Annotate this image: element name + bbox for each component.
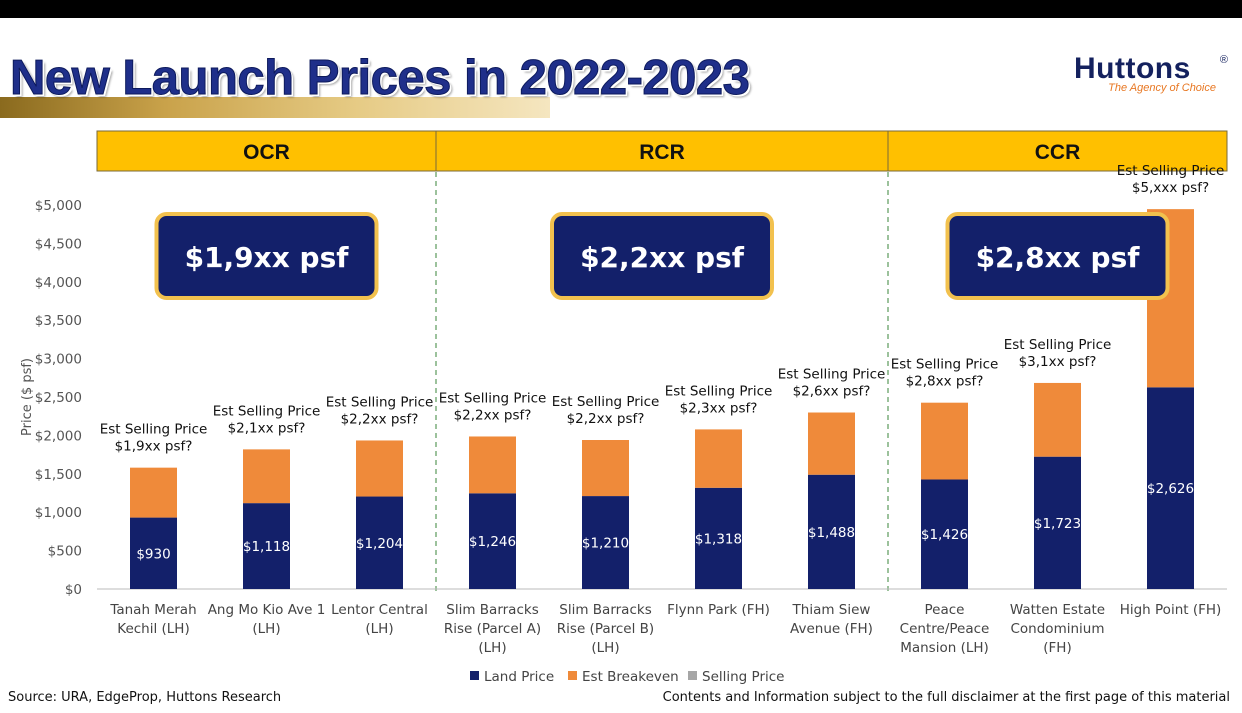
bar-est-breakeven <box>921 402 968 480</box>
avg-price-badge <box>945 212 1170 300</box>
market-segment-headers: OCR RCR CCR <box>96 130 1228 172</box>
y-tick-label: $3,000 <box>35 352 82 368</box>
y-tick-label: $1,000 <box>35 505 82 521</box>
bar-land-price <box>1147 387 1194 589</box>
bar-est-breakeven <box>356 440 403 497</box>
x-category-label: Tanah Merah Kechil (LH) <box>109 602 196 637</box>
bar-est-breakeven <box>582 440 629 497</box>
bar-value-label: $1,118 <box>243 539 290 555</box>
y-tick-label: $2,500 <box>35 390 82 406</box>
x-category-label: Peace Centre/Peace Mansion (LH) <box>900 602 990 656</box>
legend-swatch <box>568 671 577 680</box>
est-selling-price-annotation: Est Selling Price $2,2xx psf? <box>439 390 547 423</box>
brand-tagline: The Agency of Choice <box>1108 82 1216 94</box>
x-category-label: Flynn Park (FH) <box>667 602 770 618</box>
bar-value-label: $1,204 <box>356 536 403 552</box>
legend-label: Land Price <box>484 669 554 685</box>
bar-land-price <box>808 474 855 589</box>
page-title: New Launch Prices in 2022-2023 <box>9 51 750 106</box>
registered-mark: ® <box>1219 54 1228 66</box>
segment-label: OCR <box>243 141 290 164</box>
y-tick-label: $500 <box>48 544 82 560</box>
bar-land-price <box>695 487 742 589</box>
legend-swatch <box>470 671 479 680</box>
y-tick-label: $0 <box>65 582 82 598</box>
y-axis-title: Price ($ psf) <box>20 358 35 436</box>
legend: Land Price Est Breakeven Selling Price <box>470 669 784 685</box>
source-note: Source: URA, EdgeProp, Huttons Research <box>8 690 282 705</box>
x-category-label: Slim Barracks Rise (Parcel B) (LH) <box>557 602 654 656</box>
segment-label: RCR <box>639 141 685 164</box>
bar-est-breakeven <box>469 436 516 494</box>
x-axis-labels: Tanah Merah Kechil (LH) Ang Mo Kio Ave 1 (L… <box>109 602 1221 656</box>
x-category-label: High Point (FH) <box>1120 602 1222 618</box>
y-tick-label: $4,000 <box>35 275 82 291</box>
bar-value-label: $1,426 <box>921 527 968 543</box>
avg-price-value: $1,9xx psf <box>185 241 350 274</box>
bar-value-label: $1,246 <box>469 534 516 550</box>
segment-label: CCR <box>1035 141 1081 164</box>
est-selling-price-annotation: Est Selling Price $3,1xx psf? <box>1004 337 1112 370</box>
bar-land-price <box>582 496 629 589</box>
y-tick-label: $5,000 <box>35 198 82 214</box>
y-tick-label: $2,000 <box>35 428 82 444</box>
est-selling-price-annotation: Est Selling Price $2,6xx psf? <box>778 367 886 400</box>
x-category-label: Watten Estate Condominium (FH) <box>1010 602 1105 656</box>
avg-price-badge <box>550 212 774 300</box>
segment-header-ocr <box>96 130 437 172</box>
est-selling-price-annotation: Est Selling Price $2,2xx psf? <box>552 394 660 427</box>
bar-land-price <box>921 479 968 589</box>
legend-label: Selling Price <box>702 669 784 685</box>
bar-est-breakeven <box>1034 382 1081 457</box>
bar-value-label: $2,626 <box>1147 481 1194 497</box>
est-selling-price-annotation: Est Selling Price $5,xxx psf? <box>1117 163 1225 196</box>
y-tick-label: $4,500 <box>35 236 82 252</box>
bar-land-price <box>130 517 177 589</box>
bar-est-breakeven <box>243 449 290 504</box>
bar-land-price <box>469 493 516 589</box>
legend-label: Est Breakeven <box>582 669 679 685</box>
segment-header-ccr <box>887 130 1228 172</box>
est-selling-price-annotation: Est Selling Price $2,1xx psf? <box>213 403 321 436</box>
bar-value-label: $1,723 <box>1034 516 1081 532</box>
y-tick-label: $1,500 <box>35 467 82 483</box>
bar-est-breakeven <box>808 412 855 475</box>
x-category-label: Slim Barracks Rise (Parcel A) (LH) <box>444 602 541 656</box>
bar-land-price <box>1034 456 1081 589</box>
x-category-label: Thiam Siew Avenue (FH) <box>790 602 873 637</box>
segment-dividers <box>435 172 889 595</box>
bar-est-breakeven <box>695 429 742 488</box>
top-black-bar <box>0 0 1242 18</box>
title-gold-underline <box>0 97 550 118</box>
est-selling-price-annotation: Est Selling Price $1,9xx psf? <box>100 422 208 455</box>
bar-est-breakeven <box>130 467 177 518</box>
avg-price-badge <box>154 212 379 300</box>
bar-value-label: $1,318 <box>695 531 742 547</box>
bar-value-label: $1,488 <box>808 525 855 541</box>
segment-header-rcr <box>435 130 889 172</box>
average-price-badges: $1,9xx psf $2,2xx psf $2,8xx psf <box>154 212 1170 300</box>
x-category-label: Lentor Central (LH) <box>331 602 428 637</box>
avg-price-value: $2,8xx psf <box>976 241 1141 274</box>
bar-value-label: $930 <box>136 546 170 562</box>
bar-land-price <box>243 503 290 589</box>
est-selling-price-annotation: Est Selling Price $2,3xx psf? <box>665 383 773 416</box>
x-category-label: Ang Mo Kio Ave 1 (LH) <box>208 602 326 637</box>
huttons-logo: Huttons ® The Agency of Choice <box>1074 52 1234 94</box>
brand-name: Huttons <box>1074 52 1191 85</box>
selling-price-annotations: Est Selling Price $1,9xx psf?Est Selling … <box>100 163 1225 455</box>
est-selling-price-annotation: Est Selling Price $2,8xx psf? <box>891 357 999 390</box>
disclaimer-note: Contents and Information subject to the … <box>662 690 1230 705</box>
bar-value-label: $1,210 <box>582 536 629 552</box>
bar-land-price <box>356 496 403 589</box>
avg-price-value: $2,2xx psf <box>580 241 745 274</box>
legend-swatch <box>688 671 697 680</box>
y-tick-label: $3,500 <box>35 313 82 329</box>
est-selling-price-annotation: Est Selling Price $2,2xx psf? <box>326 394 434 427</box>
